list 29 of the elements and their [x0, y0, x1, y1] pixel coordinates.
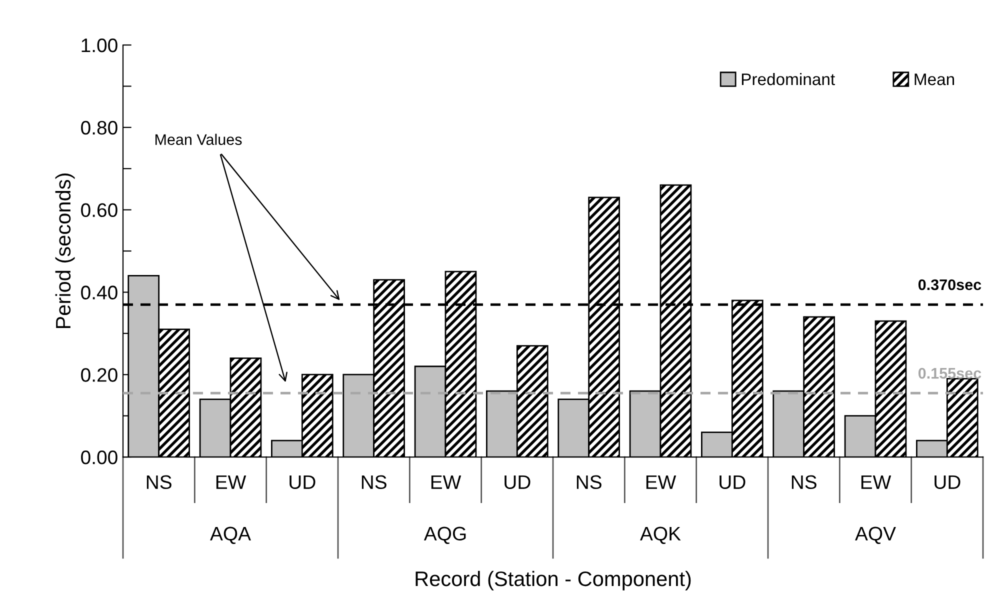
y-tick-label: 1.00	[82, 38, 118, 52]
ref-line-label: 0.370sec	[918, 279, 982, 290]
x-tick-label: UD	[720, 475, 746, 490]
y-tick-label: 0.00	[81, 450, 118, 464]
x-tick-label: UD	[934, 475, 960, 490]
x-tick-label: UD	[504, 475, 530, 490]
legend-label: Predominant	[742, 72, 835, 86]
x-tick-label: NS	[146, 475, 172, 490]
x-tick-label: EW	[646, 475, 676, 489]
x-tick-label: UD	[290, 475, 316, 490]
legend-label: Mean	[914, 74, 954, 86]
ref-line-label: 0.155sec	[918, 368, 982, 379]
y-tick-label: 0.80	[81, 120, 118, 135]
text: AQA	[210, 526, 251, 544]
y-tick-label: 0.40	[81, 286, 118, 300]
x-tick-label: NS	[362, 475, 386, 490]
x-tick-label: EW	[216, 475, 246, 489]
y-tick-label: 0.60	[81, 203, 118, 218]
x-tick-label: EW	[861, 475, 892, 489]
x-tick-label: NS	[792, 475, 816, 490]
text: AQK	[640, 526, 681, 544]
x-axis-title: Record (Station - Component)	[416, 570, 691, 590]
y-axis-title: Period (seconds)	[55, 174, 75, 328]
x-tick-label: EW	[431, 475, 462, 489]
annotation: Mean Values	[155, 134, 242, 145]
y-tick-label: 0.20	[81, 368, 118, 382]
text: AQV	[855, 526, 896, 544]
text: AQG	[424, 526, 466, 544]
x-tick-label: NS	[576, 475, 602, 490]
